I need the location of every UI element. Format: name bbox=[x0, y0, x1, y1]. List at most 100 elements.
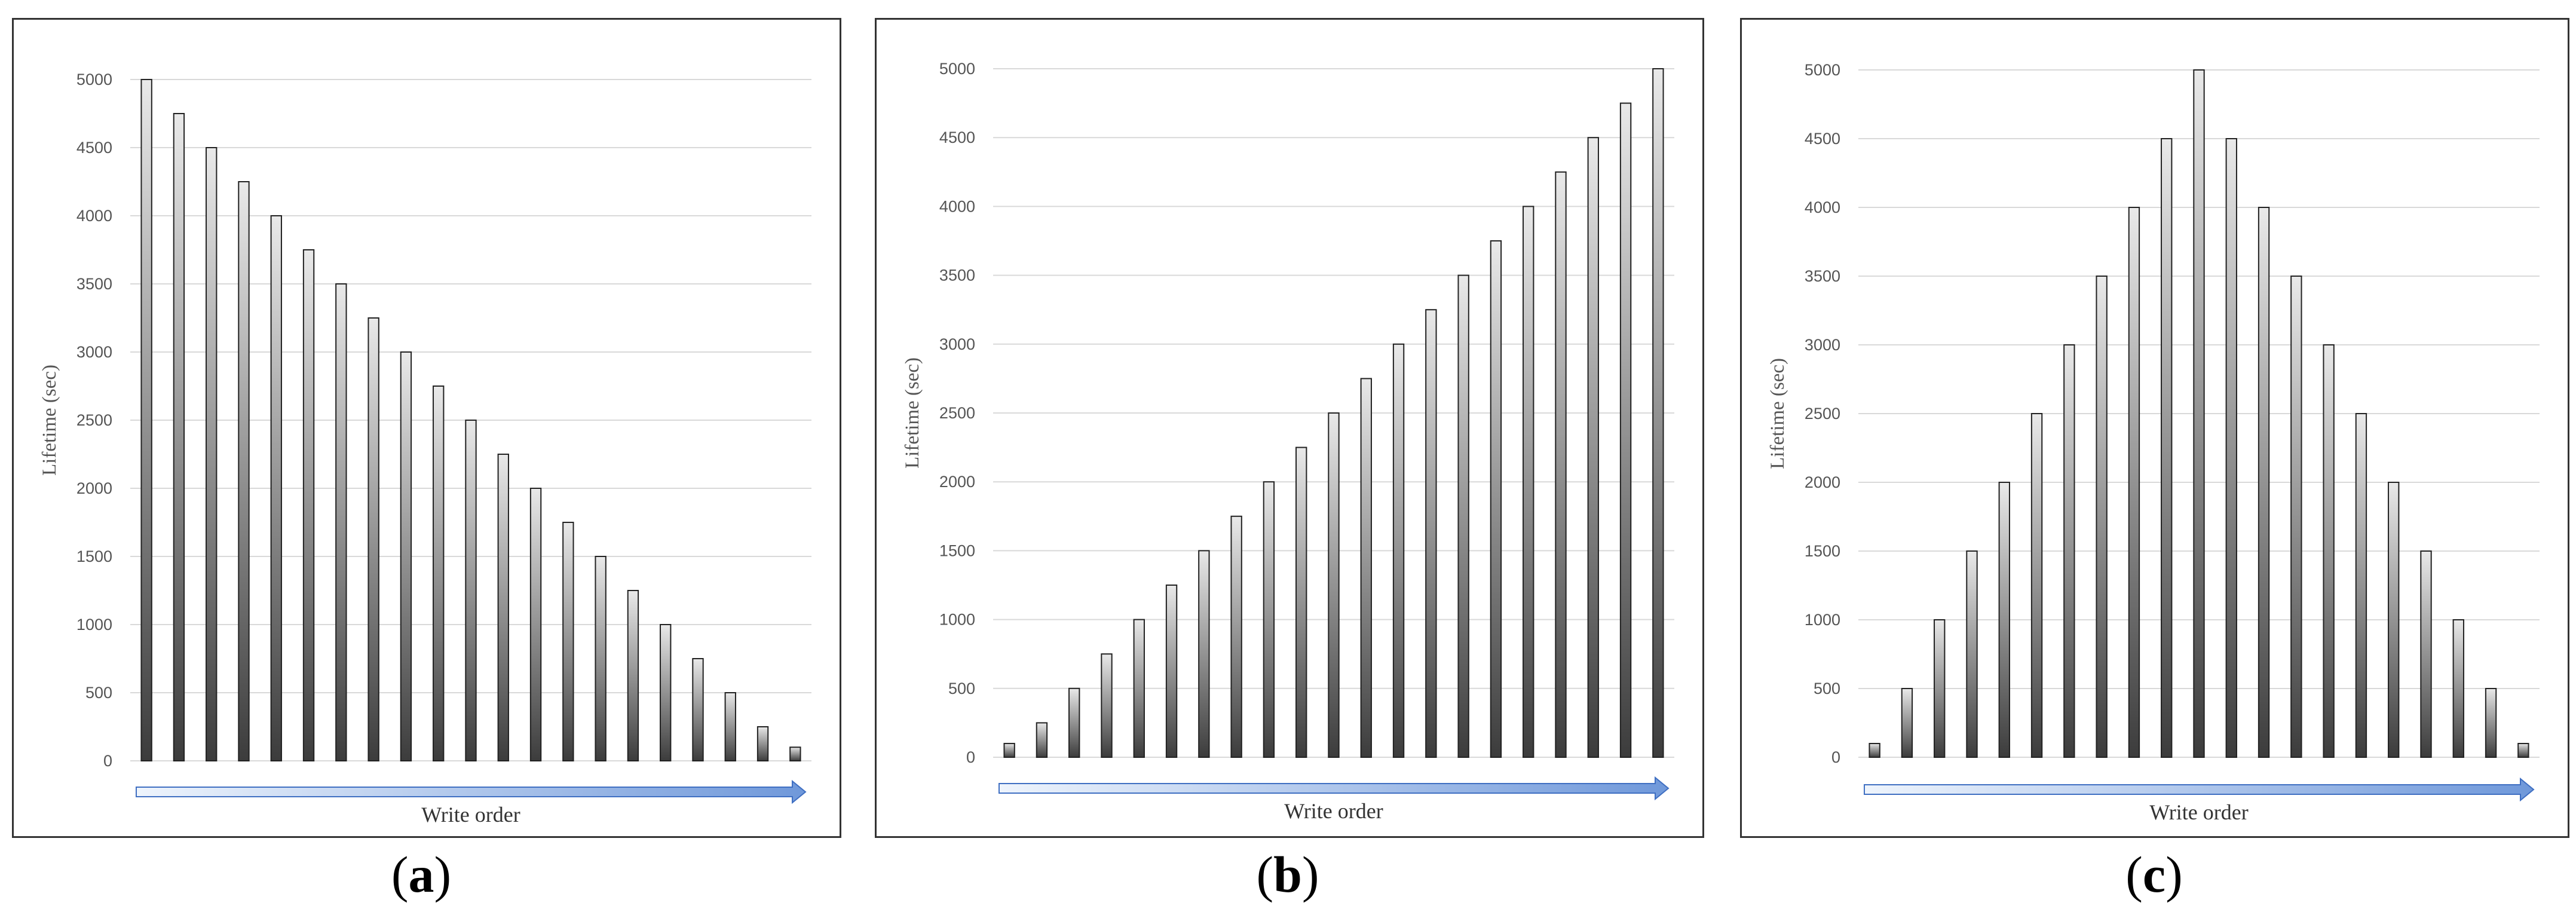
chart-b-ylabel: Lifetime (sec) bbox=[902, 357, 923, 469]
chart-c-bar-6 bbox=[2030, 413, 2043, 758]
chart-b-ytick-label-500: 500 bbox=[948, 680, 975, 697]
chart-c-bar-7 bbox=[2063, 344, 2075, 758]
chart-b-bar-1 bbox=[1003, 742, 1015, 758]
chart-c-xlabel: Write order bbox=[2149, 800, 2248, 824]
chart-c-bar-20 bbox=[2485, 688, 2497, 758]
chart-b-bar-19 bbox=[1587, 137, 1599, 758]
caption-c-letter: c bbox=[2142, 846, 2166, 903]
chart-c-ytick-label-2000: 2000 bbox=[1805, 473, 1840, 491]
chart-c-bar-19 bbox=[2452, 619, 2464, 758]
caption-b-open: ( bbox=[1256, 846, 1274, 903]
chart-c-bar-21 bbox=[2517, 743, 2529, 758]
chart-a-ytick-label-3500: 3500 bbox=[76, 275, 112, 293]
chart-a-ytick-label-1500: 1500 bbox=[76, 547, 112, 565]
chart-c-ytick-label-500: 500 bbox=[1814, 680, 1840, 697]
chart-b-bar-6 bbox=[1165, 585, 1178, 758]
chart-a-bar-14 bbox=[562, 522, 574, 761]
chart-c-ytick-label-5000: 5000 bbox=[1805, 61, 1840, 79]
chart-b-bar-2 bbox=[1036, 722, 1048, 758]
chart-c-ytick-label-4500: 4500 bbox=[1805, 130, 1840, 148]
chart-c-bar-10 bbox=[2161, 138, 2173, 758]
chart-c-ytick-label-1000: 1000 bbox=[1805, 611, 1840, 629]
chart-a-ytick-label-4000: 4000 bbox=[76, 207, 112, 225]
chart-a-bar-6 bbox=[302, 249, 315, 761]
caption-a: (a) bbox=[362, 849, 481, 900]
chart-b-svg: 0 500 1000 1500 2000 2500 3000 3500 4000 4500 5000… bbox=[902, 60, 1674, 823]
chart-c-bar-11 bbox=[2193, 69, 2205, 758]
chart-c-bar-3 bbox=[1934, 619, 1946, 758]
chart-b-bar-18 bbox=[1555, 171, 1567, 758]
caption-a-close: ) bbox=[434, 846, 452, 903]
chart-c-bar-12 bbox=[2225, 138, 2237, 758]
chart-b-ytick-label-1500: 1500 bbox=[939, 541, 975, 559]
chart-panel-a: 0 500 1000 1500 2000 2500 3000 3500 4000 4500 5000… bbox=[12, 18, 841, 838]
chart-a-bar-7 bbox=[335, 283, 347, 761]
chart-b-bar-8 bbox=[1230, 515, 1242, 758]
chart-c-bar-13 bbox=[2258, 207, 2270, 758]
chart-b-bar-13 bbox=[1392, 343, 1405, 758]
chart-a-xlabel: Write order bbox=[421, 803, 520, 827]
chart-c-write-order-arrow bbox=[1864, 777, 2535, 802]
chart-a-bar-4 bbox=[238, 181, 250, 761]
chart-c-bar-14 bbox=[2290, 276, 2302, 758]
chart-a-ytick-label-500: 500 bbox=[85, 684, 112, 702]
chart-c-bar-15 bbox=[2323, 344, 2335, 758]
chart-b-bar-7 bbox=[1198, 550, 1210, 758]
chart-a-write-order-arrow bbox=[136, 779, 807, 804]
chart-c-bar-5 bbox=[1998, 482, 2010, 758]
chart-b-bar-20 bbox=[1619, 102, 1632, 758]
chart-c-bar-17 bbox=[2388, 482, 2400, 758]
chart-a-svg: 0 500 1000 1500 2000 2500 3000 3500 4000 4500 5000… bbox=[39, 71, 811, 827]
chart-a-bar-21 bbox=[789, 746, 801, 761]
chart-a-ylabel: Lifetime (sec) bbox=[39, 365, 60, 476]
chart-a-ytick-label-0: 0 bbox=[103, 752, 112, 770]
chart-a-bar-16 bbox=[627, 590, 639, 761]
chart-a-ytick-label-1000: 1000 bbox=[76, 616, 112, 634]
chart-a-bar-17 bbox=[660, 624, 672, 761]
chart-c-bar-9 bbox=[2128, 207, 2140, 758]
chart-c-svg: 0 500 1000 1500 2000 2500 3000 3500 4000 4500 5000… bbox=[1767, 61, 2540, 824]
chart-c-ytick-label-0: 0 bbox=[1831, 748, 1840, 766]
chart-b-bar-15 bbox=[1457, 274, 1469, 758]
chart-a-bar-3 bbox=[206, 147, 218, 761]
chart-b-ytick-label-3000: 3000 bbox=[939, 335, 975, 353]
chart-b-write-order-arrow bbox=[998, 776, 1670, 801]
chart-b-ytick-label-4500: 4500 bbox=[939, 128, 975, 146]
caption-c: (c) bbox=[2094, 849, 2214, 900]
caption-b-letter: b bbox=[1273, 846, 1302, 903]
chart-a-bar-12 bbox=[497, 454, 509, 761]
chart-c-bar-1 bbox=[1869, 743, 1880, 758]
chart-a-ytick-label-5000: 5000 bbox=[76, 71, 112, 88]
chart-a-bar-5 bbox=[270, 215, 282, 761]
caption-a-open: ( bbox=[391, 846, 409, 903]
chart-c-ytick-label-1500: 1500 bbox=[1805, 542, 1840, 560]
chart-b-bar-9 bbox=[1263, 481, 1275, 758]
chart-b-bar-4 bbox=[1101, 653, 1113, 758]
chart-b-bar-21 bbox=[1652, 68, 1664, 758]
chart-a-bar-13 bbox=[529, 488, 542, 761]
chart-a-bar-20 bbox=[756, 726, 769, 761]
chart-a-ytick-label-2500: 2500 bbox=[76, 411, 112, 429]
chart-a-ytick-label-4500: 4500 bbox=[76, 139, 112, 157]
chart-b-bar-14 bbox=[1425, 309, 1437, 758]
caption-b-close: ) bbox=[1301, 846, 1319, 903]
chart-panel-b: 0 500 1000 1500 2000 2500 3000 3500 4000 4500 5000… bbox=[875, 18, 1704, 838]
chart-b-ytick-label-5000: 5000 bbox=[939, 60, 975, 78]
chart-c-bar-2 bbox=[1901, 688, 1913, 758]
chart-c-ytick-label-2500: 2500 bbox=[1805, 405, 1840, 423]
caption-c-close: ) bbox=[2165, 846, 2183, 903]
chart-b-bar-11 bbox=[1328, 412, 1340, 758]
chart-b-bar-16 bbox=[1490, 240, 1502, 758]
chart-c-bar-8 bbox=[2096, 276, 2108, 758]
chart-b-ytick-label-3500: 3500 bbox=[939, 267, 975, 284]
chart-a-bar-1 bbox=[140, 79, 152, 761]
chart-c-bar-18 bbox=[2420, 550, 2432, 758]
chart-b-bar-17 bbox=[1523, 206, 1534, 758]
chart-a-bar-10 bbox=[433, 385, 445, 761]
chart-b-ytick-label-4000: 4000 bbox=[939, 197, 975, 215]
chart-a-ytick-label-3000: 3000 bbox=[76, 343, 112, 361]
chart-b-ytick-label-1000: 1000 bbox=[939, 611, 975, 629]
chart-a-bar-18 bbox=[692, 658, 704, 761]
caption-a-letter: a bbox=[408, 846, 434, 903]
chart-b-bar-10 bbox=[1295, 446, 1307, 758]
